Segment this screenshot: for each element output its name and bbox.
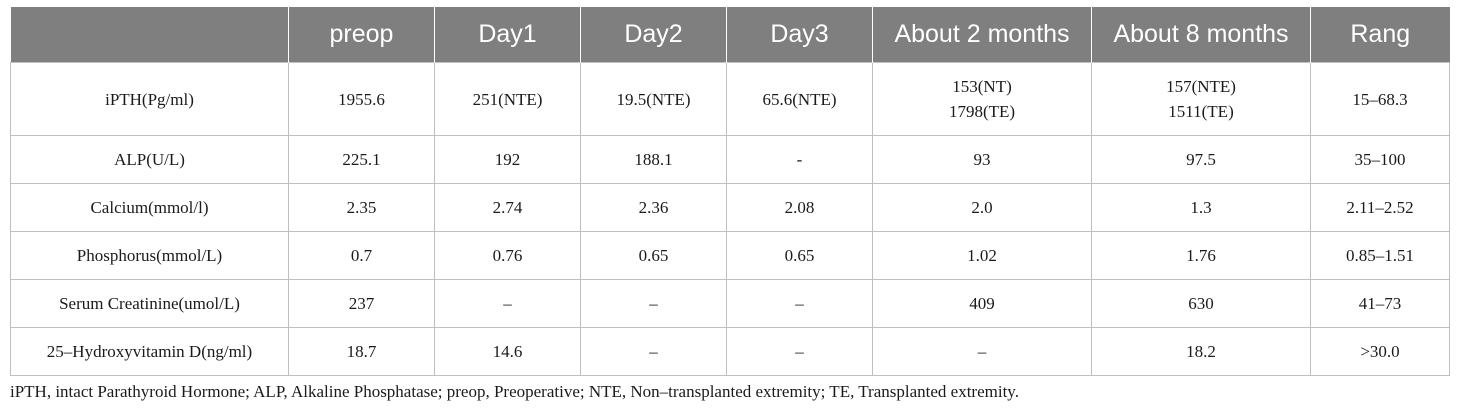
value-cell: 225.1: [288, 135, 435, 184]
header-cell-blank: [10, 7, 289, 63]
cell-line: 157(NTE): [1166, 77, 1236, 96]
value-cell: 630: [1091, 279, 1311, 328]
value-cell: >30.0: [1310, 327, 1450, 376]
table-footnote: iPTH, intact Parathyroid Hormone; ALP, A…: [10, 382, 1019, 401]
table-row: 25–Hydroxyvitamin D(ng/ml) 18.7 14.6– – –18.…: [10, 327, 1450, 376]
row-label-cell: iPTH(Pg/ml): [10, 62, 289, 136]
value-cell: –: [580, 327, 727, 376]
value-cell: –: [872, 327, 1092, 376]
value-cell: 41–73: [1310, 279, 1450, 328]
value-cell: 14.6: [434, 327, 581, 376]
header-cell: Day2: [580, 7, 727, 63]
value-cell: -: [726, 135, 873, 184]
value-cell: 192: [434, 135, 581, 184]
table-row: ALP(U/L) 225.1 192 188.1-93 97.5 35–100: [10, 135, 1450, 184]
table-row: Phosphorus(mmol/L) 0.7 0.76 0.65 0.65 1.02 1.7…: [10, 231, 1450, 280]
value-cell: 409: [872, 279, 1092, 328]
value-cell: 2.36: [580, 183, 727, 232]
table-row: Serum Creatinine(umol/L) 237– – –409 630 41–7…: [10, 279, 1450, 328]
row-label-cell: Phosphorus(mmol/L): [10, 231, 289, 280]
value-cell: 0.65: [580, 231, 727, 280]
value-cell: 1.3: [1091, 183, 1311, 232]
value-cell: 15–68.3: [1310, 62, 1450, 136]
value-cell: 1955.6: [288, 62, 435, 136]
row-label-cell: Calcium(mmol/l): [10, 183, 289, 232]
value-cell: 97.5: [1091, 135, 1311, 184]
value-cell: 2.0: [872, 183, 1092, 232]
value-cell: –: [434, 279, 581, 328]
value-cell: 18.7: [288, 327, 435, 376]
header-cell: Day1: [434, 7, 581, 63]
value-cell: 0.76: [434, 231, 581, 280]
value-cell: 237: [288, 279, 435, 328]
header-cell: Day3: [726, 7, 873, 63]
value-cell: –: [580, 279, 727, 328]
cell-line: 153(NT): [952, 77, 1012, 96]
value-cell: 35–100: [1310, 135, 1450, 184]
lab-results-table-container: preop Day1 Day2 Day3 About 2 months About 8 m…: [10, 7, 1450, 376]
header-cell: About 2 months: [872, 7, 1092, 63]
value-cell: 0.7: [288, 231, 435, 280]
header-cell: Rang: [1310, 7, 1450, 63]
lab-results-table: preop Day1 Day2 Day3 About 2 months About 8 m…: [10, 7, 1450, 376]
value-cell: 2.74: [434, 183, 581, 232]
value-cell: 251(NTE): [434, 62, 581, 136]
row-label-cell: Serum Creatinine(umol/L): [10, 279, 289, 328]
value-cell: 19.5(NTE): [580, 62, 727, 136]
header-cell: preop: [288, 7, 435, 63]
value-cell: 1.76: [1091, 231, 1311, 280]
value-cell: 153(NT) 1798(TE): [872, 62, 1092, 136]
value-cell: 0.85–1.51: [1310, 231, 1450, 280]
value-cell: 0.65: [726, 231, 873, 280]
value-cell: 1.02: [872, 231, 1092, 280]
value-cell: 65.6(NTE): [726, 62, 873, 136]
table-header: preop Day1 Day2 Day3 About 2 months About 8 m…: [10, 7, 1450, 63]
value-cell: 2.11–2.52: [1310, 183, 1450, 232]
value-cell: 2.35: [288, 183, 435, 232]
table-body: iPTH(Pg/ml) 1955.6 251(NTE) 19.5(NTE) 65.6(N…: [10, 62, 1450, 376]
value-cell: –: [726, 279, 873, 328]
value-cell: 18.2: [1091, 327, 1311, 376]
value-cell: –: [726, 327, 873, 376]
value-cell: 2.08: [726, 183, 873, 232]
value-cell: 188.1: [580, 135, 727, 184]
header-row: preop Day1 Day2 Day3 About 2 months About 8 m…: [10, 7, 1450, 63]
table-row: iPTH(Pg/ml) 1955.6 251(NTE) 19.5(NTE) 65.6(N…: [10, 62, 1450, 136]
cell-line: 1511(TE): [1168, 102, 1234, 121]
row-label-cell: ALP(U/L): [10, 135, 289, 184]
table-row: Calcium(mmol/l) 2.35 2.74 2.36 2.08 2.0 1.3 2.1…: [10, 183, 1450, 232]
cell-line: 1798(TE): [948, 102, 1016, 121]
header-cell: About 8 months: [1091, 7, 1311, 63]
row-label-cell: 25–Hydroxyvitamin D(ng/ml): [10, 327, 289, 376]
value-cell: 157(NTE) 1511(TE): [1091, 62, 1311, 136]
value-cell: 93: [872, 135, 1092, 184]
